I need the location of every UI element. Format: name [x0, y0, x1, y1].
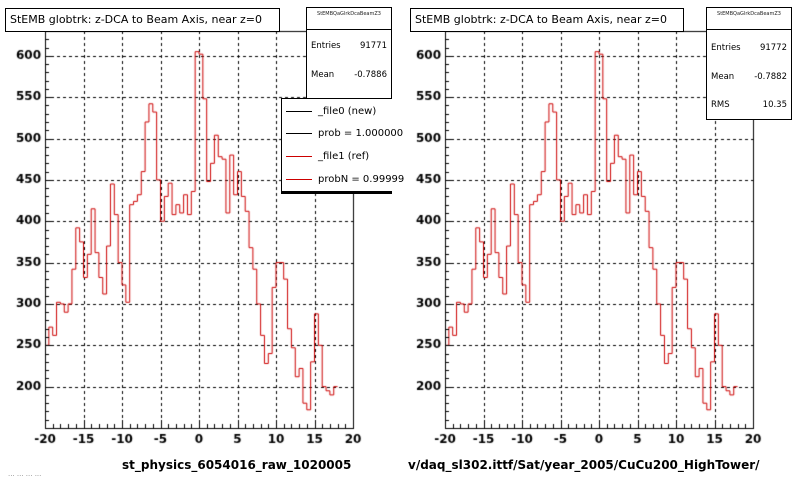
panel2-stats-rms: RMS 10.35 — [711, 100, 787, 110]
panel1-footer: st_physics_6054016_raw_1020005 — [122, 458, 352, 472]
stats-label: Entries — [711, 43, 741, 53]
panel1-stats-mean: Mean -0.7886 — [311, 70, 387, 80]
panel2-title: StEMB globtrk: z-DCA to Beam Axis, near … — [410, 8, 684, 32]
stats-value: 10.35 — [762, 100, 787, 110]
stats-value: -0.7882 — [754, 72, 787, 82]
panel2-footer: v/daq_sl302.ittf/Sat/year_2005/CuCu200_H… — [408, 458, 760, 472]
stats-value: 91772 — [759, 43, 787, 53]
legend-label: probN = 0.99999 — [318, 173, 405, 185]
panel1-title: StEMB globtrk: z-DCA to Beam Axis, near … — [5, 8, 280, 32]
legend-label: _file1 (ref) — [318, 150, 370, 162]
panel1-legend: _file0 (new) prob = 1.000000 _file1 (ref… — [281, 98, 404, 194]
stats-label: RMS — [711, 100, 730, 110]
stats-label: Mean — [711, 72, 735, 82]
panel1-smudge-text: ... ... ... ... — [8, 470, 42, 478]
panel2-stats-header: StEMBQaGlrkDcaBeamZ3 — [707, 8, 791, 30]
legend-entry: prob = 1.000000 — [286, 125, 403, 141]
panel2-stats-box: StEMBQaGlrkDcaBeamZ3 Entries 91772 Mean … — [706, 7, 792, 120]
legend-line — [286, 178, 312, 180]
stats-value: -0.7886 — [354, 70, 387, 80]
legend-entry: probN = 0.99999 — [286, 171, 404, 187]
stats-label: Entries — [311, 41, 341, 51]
legend-entry: _file0 (new) — [286, 103, 392, 119]
stats-value: 91771 — [359, 41, 387, 51]
panel1-stats-header: StEMBQaGlrkDcaBeamZ3 — [307, 8, 391, 30]
panel2-stats-entries: Entries 91772 — [711, 43, 787, 53]
legend-line — [286, 110, 312, 112]
panel2-stats-mean: Mean -0.7882 — [711, 72, 787, 82]
stats-label: Mean — [311, 70, 335, 80]
legend-label: _file0 (new) — [318, 105, 377, 117]
legend-line — [286, 132, 312, 134]
legend-line — [286, 155, 312, 157]
legend-entry: _file1 (ref) — [286, 148, 392, 164]
panel1-stats-entries: Entries 91771 — [311, 41, 387, 51]
legend-label: prob = 1.000000 — [318, 127, 404, 139]
